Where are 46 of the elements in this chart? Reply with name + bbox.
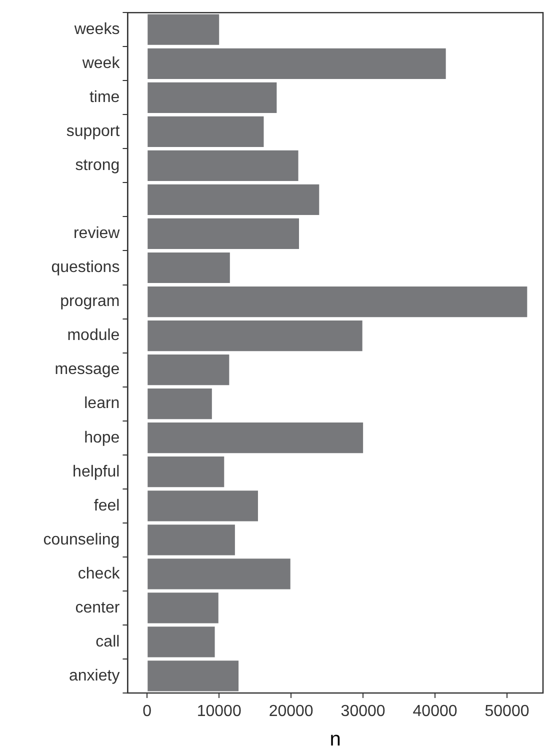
- bar: [148, 252, 230, 284]
- y-tick-label: hope: [84, 429, 120, 446]
- y-tick-label: program: [60, 293, 120, 310]
- y-tick-label: learn: [84, 395, 120, 412]
- y-tick-label: message: [54, 361, 120, 378]
- y-tick-label: strong: [75, 157, 120, 174]
- bar: [148, 218, 300, 250]
- y-tick-label: feel: [94, 497, 120, 514]
- bar: [148, 354, 230, 386]
- bar: [148, 116, 264, 147]
- bar: [148, 422, 364, 454]
- x-tick-label: 30000: [340, 703, 386, 720]
- y-tick-label: helpful: [72, 463, 120, 480]
- bar: [148, 660, 239, 692]
- bar: [148, 14, 220, 45]
- y-tick-label: anxiety: [68, 667, 120, 684]
- y-tick-label: week: [81, 55, 121, 72]
- y-tick-label: call: [96, 633, 120, 650]
- y-tick-label: check: [78, 565, 121, 582]
- y-tick-label: time: [89, 89, 120, 106]
- bar: [148, 558, 290, 590]
- x-axis-title: n: [330, 728, 341, 751]
- y-tick-label: questions: [51, 259, 120, 276]
- y-tick-label: review: [73, 225, 120, 242]
- x-tick-label: 10000: [196, 703, 242, 720]
- bar: [148, 150, 298, 181]
- bar: [148, 286, 528, 318]
- x-tick-label: 50000: [484, 703, 530, 720]
- bar: [148, 490, 258, 522]
- x-tick-label: 20000: [268, 703, 314, 720]
- bar: [148, 82, 277, 113]
- y-tick-label: weeks: [73, 21, 120, 38]
- bar: [148, 592, 218, 624]
- bar: [148, 48, 446, 79]
- bar: [148, 320, 362, 352]
- x-tick-label: 0: [142, 703, 152, 720]
- y-tick-label: center: [75, 599, 120, 616]
- y-tick-label: counseling: [43, 531, 120, 548]
- x-tick-label: 40000: [412, 703, 458, 720]
- bar: [148, 524, 235, 556]
- bar: [148, 626, 215, 658]
- bar: [148, 184, 320, 216]
- bar: [148, 456, 224, 488]
- y-tick-label: support: [66, 123, 120, 140]
- bar: [148, 388, 212, 420]
- y-tick-label: module: [67, 327, 120, 344]
